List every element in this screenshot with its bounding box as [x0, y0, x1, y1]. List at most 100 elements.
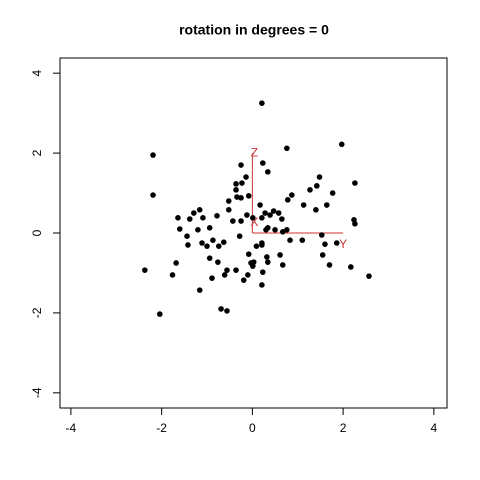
point: [272, 227, 278, 233]
point: [221, 272, 228, 278]
point: [366, 273, 372, 279]
point: [284, 197, 291, 203]
point: [210, 237, 216, 243]
point: [263, 227, 269, 233]
point: [299, 237, 306, 243]
point: [169, 272, 176, 278]
y-tick-label: -2: [30, 307, 44, 318]
point: [233, 187, 239, 193]
point: [279, 229, 286, 235]
point: [240, 277, 247, 283]
point: [142, 267, 148, 273]
x-tick-label: -2: [156, 421, 167, 435]
point: [313, 183, 320, 189]
point: [220, 239, 227, 245]
point: [264, 259, 271, 265]
point: [259, 100, 265, 106]
point: [326, 262, 333, 268]
point: [248, 260, 254, 266]
point: [191, 210, 197, 216]
point: [184, 233, 190, 239]
point: [289, 192, 295, 198]
point: [270, 208, 277, 214]
point: [215, 243, 222, 249]
point: [243, 174, 249, 180]
point: [253, 243, 260, 249]
point: [215, 259, 221, 265]
x-tick-label: -4: [66, 421, 77, 435]
point: [199, 240, 205, 246]
point: [176, 226, 183, 232]
point: [245, 193, 252, 199]
point: [218, 306, 224, 312]
axis-3d-label: Z: [251, 145, 258, 159]
point: [206, 255, 213, 261]
y-tick-label: 4: [30, 70, 44, 77]
point: [338, 141, 345, 148]
point: [352, 180, 358, 186]
point: [313, 207, 319, 213]
point: [195, 227, 201, 233]
point: [245, 272, 251, 278]
point: [318, 232, 325, 238]
point: [319, 252, 326, 258]
point: [279, 216, 285, 222]
y-tick-label: 2: [30, 149, 44, 156]
point: [239, 180, 245, 186]
point: [259, 282, 265, 288]
point: [329, 190, 336, 196]
point: [150, 152, 156, 158]
chart-title: rotation in degrees = 0: [179, 22, 329, 38]
axis-3d-label: X: [250, 215, 258, 229]
point: [238, 195, 244, 201]
point: [348, 264, 354, 270]
point: [204, 243, 210, 249]
point: [257, 202, 263, 208]
point: [157, 311, 163, 317]
point: [260, 160, 266, 166]
point: [284, 145, 290, 152]
point: [275, 210, 282, 216]
point: [238, 218, 244, 224]
point: [150, 192, 156, 198]
point: [206, 225, 213, 231]
point: [352, 221, 358, 227]
point: [244, 212, 250, 218]
point: [209, 275, 215, 281]
point: [230, 218, 236, 224]
point: [238, 162, 244, 168]
point: [333, 240, 340, 246]
point: [200, 215, 206, 221]
x-tick-label: 0: [249, 421, 256, 435]
point: [262, 210, 268, 216]
point: [287, 237, 293, 243]
point: [267, 212, 273, 218]
point: [185, 242, 191, 248]
point: [186, 216, 193, 222]
point: [259, 242, 265, 248]
point: [260, 269, 266, 275]
point: [233, 267, 239, 273]
point: [225, 207, 232, 213]
point: [250, 215, 256, 221]
point: [316, 174, 323, 180]
point: [307, 187, 313, 193]
axis-3d-label: Y: [339, 237, 347, 251]
point: [259, 215, 265, 221]
point: [214, 213, 220, 219]
point: [175, 215, 181, 221]
point: [225, 198, 232, 204]
x-tick-label: 2: [340, 421, 347, 435]
point: [196, 287, 203, 293]
point: [233, 181, 239, 187]
point: [245, 251, 252, 257]
point: [300, 202, 307, 208]
point: [236, 233, 243, 239]
y-tick-label: 0: [30, 229, 44, 236]
x-tick-label: 4: [430, 421, 437, 435]
point: [264, 254, 270, 260]
point: [264, 169, 271, 175]
